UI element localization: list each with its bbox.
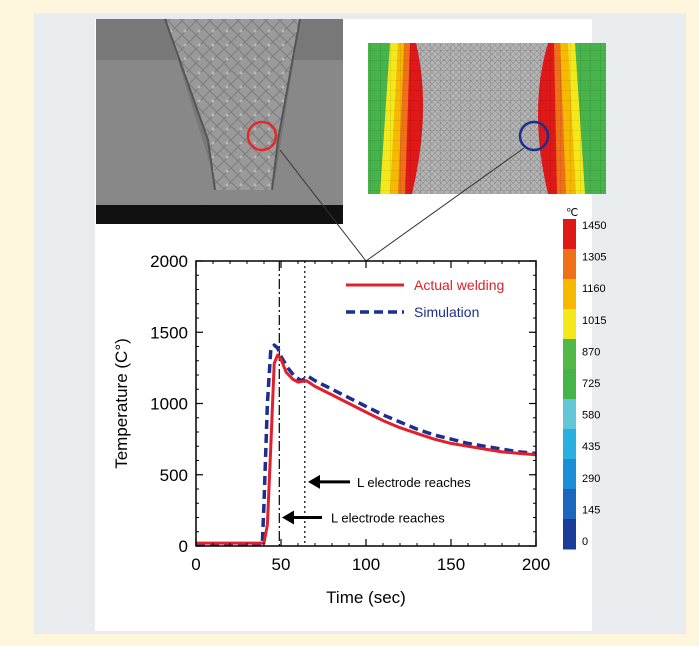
y-tick-label: 0: [179, 537, 188, 556]
legend-label: Simulation: [414, 304, 479, 320]
colorbar-band: [563, 249, 576, 280]
x-tick-label: 150: [437, 555, 465, 574]
colorbar-label: 725: [582, 378, 600, 390]
x-tick-label: 200: [522, 555, 550, 574]
colorbar-label: 1160: [582, 283, 606, 295]
colorbar-band: [563, 309, 576, 340]
annotation-arrowhead: [308, 474, 320, 489]
micrograph-marker-circle: [246, 120, 278, 152]
connector-line-right: [365, 147, 525, 262]
colorbar-band: [563, 399, 576, 430]
x-tick-label: 100: [352, 555, 380, 574]
plot-frame: [195, 260, 537, 547]
colorbar-band: [563, 339, 576, 370]
colorbar-unit-label: ℃: [566, 207, 578, 219]
colorbar-label: 145: [582, 504, 600, 516]
simulation-map-image: [368, 43, 606, 194]
annotation-text: L electrode reaches: [357, 475, 471, 490]
y-tick-label: 500: [160, 466, 188, 485]
y-tick-label: 2000: [150, 252, 188, 271]
colorbar-label: 870: [582, 346, 600, 358]
weld-micrograph-image: [96, 18, 343, 224]
colorbar-band: [563, 429, 576, 460]
colorbar-label: 580: [582, 410, 600, 422]
connector-line-left: [279, 149, 367, 262]
colorbar-label: 435: [582, 441, 600, 453]
x-axis-label: Time (sec): [326, 588, 406, 607]
legend: Actual welding Simulation: [346, 277, 504, 320]
colorbar-band: [563, 369, 576, 400]
colorbar-label: 1450: [582, 220, 606, 232]
colorbar-label: 290: [582, 473, 600, 485]
colorbar-label: 1015: [582, 315, 606, 327]
colorbar-band: [563, 489, 576, 520]
colorbar-band: [563, 459, 576, 490]
series-line-simulation: [196, 343, 537, 547]
x-tick-label: 50: [272, 555, 291, 574]
colorbar-band: [563, 519, 576, 550]
legend-label: Actual welding: [414, 277, 504, 293]
y-tick-label: 1500: [150, 323, 188, 342]
colorbar-band: [563, 279, 576, 310]
simulation-marker-circle: [518, 120, 550, 152]
y-axis-label: Temperature (C°): [112, 338, 131, 469]
colorbar-label: 0: [582, 536, 588, 548]
y-tick-label: 1000: [150, 395, 188, 414]
annotation-arrowhead: [282, 510, 294, 525]
series-line-actual-welding: [196, 353, 537, 545]
colorbar-band: [563, 219, 576, 250]
colorbar-label: 1305: [582, 252, 606, 264]
x-tick-label: 0: [191, 555, 200, 574]
annotation-text: L electrode reaches: [331, 511, 445, 526]
